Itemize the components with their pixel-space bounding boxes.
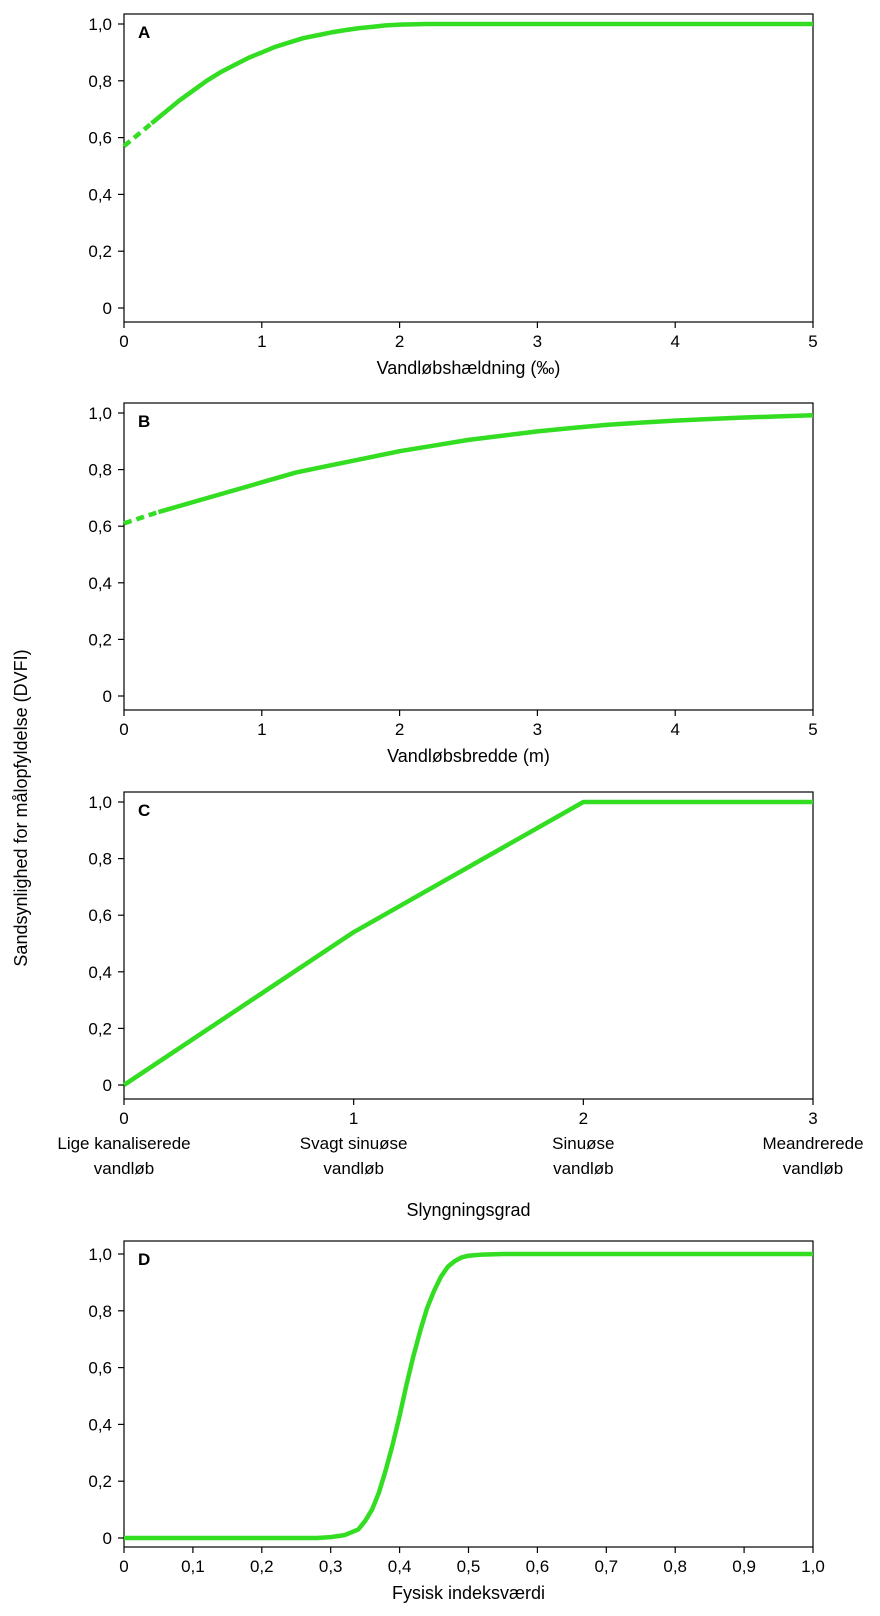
panel-d-xtick-label: 0,3 xyxy=(319,1557,343,1576)
panel-c-category-label: vandløb xyxy=(553,1159,613,1178)
panel-d-frame xyxy=(123,1240,814,1548)
panel-b-ytick-label: 0,4 xyxy=(88,574,112,593)
panel-c-category-label: vandløb xyxy=(783,1159,843,1178)
panel-c-category-label: vandløb xyxy=(323,1159,383,1178)
panel-a-ytick-label: 0,2 xyxy=(88,242,112,261)
panel-c-category-label: Meandrerede xyxy=(762,1134,863,1153)
panel-d-xtick-label: 0,7 xyxy=(594,1557,618,1576)
panel-b-xtick-label: 2 xyxy=(395,720,404,739)
panel-a-label: A xyxy=(138,23,150,42)
panel-b-xtick-label: 0 xyxy=(119,720,128,739)
panel-d-xtick-label: 0,5 xyxy=(457,1557,481,1576)
panel-d-xtick-label: 0 xyxy=(119,1557,128,1576)
panel-b-xtick-label: 1 xyxy=(257,720,266,739)
panel-c-label: C xyxy=(138,801,150,820)
panel-a-ytick-label: 1,0 xyxy=(88,15,112,34)
panel-a-ytick-label: 0,6 xyxy=(88,129,112,148)
panel-b-xtick-label: 4 xyxy=(670,720,679,739)
panel-d-ytick-label: 0,6 xyxy=(88,1359,112,1378)
panel-c-x-axis-label: Slyngningsgrad xyxy=(406,1200,530,1220)
panel-c-xtick-label: 0 xyxy=(119,1109,128,1128)
panel-b-ytick-label: 0,6 xyxy=(88,517,112,536)
panel-a-series-line xyxy=(150,21,813,126)
panel-b-series-line-dashed xyxy=(123,509,160,526)
panel-d-x-axis-label: Fysisk indeksværdi xyxy=(392,1583,545,1603)
panel-c-series-line xyxy=(122,799,813,1087)
panel-b-frame xyxy=(123,402,814,711)
panel-d-xtick-label: 0,2 xyxy=(250,1557,274,1576)
panel-a-ytick-label: 0 xyxy=(103,299,112,318)
panel-b-ytick-label: 1,0 xyxy=(88,404,112,423)
panel-b-xtick-label: 5 xyxy=(808,720,817,739)
panel-a-xtick-label: 3 xyxy=(533,332,542,351)
panel-d-xtick-label: 1,0 xyxy=(801,1557,825,1576)
panel-c-frame xyxy=(123,791,814,1100)
panel-c-xtick-label: 2 xyxy=(579,1109,588,1128)
panel-c-category-label: Svagt sinuøse xyxy=(300,1134,408,1153)
panel-d-xtick-label: 0,4 xyxy=(388,1557,412,1576)
panel-d-series-line xyxy=(124,1251,813,1541)
panel-d-ytick-label: 0,4 xyxy=(88,1415,112,1434)
panel-d-label: D xyxy=(138,1250,150,1269)
panel-a-xtick-label: 4 xyxy=(670,332,679,351)
panel-a-xtick-label: 1 xyxy=(257,332,266,351)
shared-y-axis-label: Sandsynlighed for målopfyldelse (DVFI) xyxy=(11,649,31,966)
panel-a-x-axis-label: Vandløbshældning (‰) xyxy=(377,358,561,378)
panel-a-xtick-label: 5 xyxy=(808,332,817,351)
panel-b-ytick-label: 0,8 xyxy=(88,461,112,480)
panel-b-xtick-label: 3 xyxy=(533,720,542,739)
panel-b-ytick-label: 0 xyxy=(103,687,112,706)
panel-c-category-label: vandløb xyxy=(94,1159,154,1178)
panel-c-category-label: Sinuøse xyxy=(552,1134,614,1153)
panel-c-xtick-label: 1 xyxy=(349,1109,358,1128)
panel-c-xtick-label: 3 xyxy=(808,1109,817,1128)
panel-b-ytick-label: 0,2 xyxy=(88,630,112,649)
panel-d-xtick-label: 0,9 xyxy=(732,1557,756,1576)
panel-d-xtick-label: 0,1 xyxy=(181,1557,205,1576)
panel-b-series-line xyxy=(157,413,814,515)
panel-c-ytick-label: 0 xyxy=(103,1076,112,1095)
panel-d-xtick-label: 0,8 xyxy=(663,1557,687,1576)
panel-c-category-label: Lige kanaliserede xyxy=(57,1134,190,1153)
panel-a-xtick-label: 0 xyxy=(119,332,128,351)
panel-a-ytick-label: 0,4 xyxy=(88,185,112,204)
panel-b-label: B xyxy=(138,412,150,431)
panel-c-ytick-label: 0,8 xyxy=(88,850,112,869)
panel-c-ytick-label: 0,4 xyxy=(88,963,112,982)
panel-d-ytick-label: 0 xyxy=(103,1529,112,1548)
panel-a-frame xyxy=(123,13,814,323)
panel-a-xtick-label: 2 xyxy=(395,332,404,351)
panel-b-x-axis-label: Vandløbsbredde (m) xyxy=(387,746,550,766)
panel-d-ytick-label: 0,8 xyxy=(88,1302,112,1321)
panel-c-ytick-label: 1,0 xyxy=(88,793,112,812)
panel-a-ytick-label: 0,8 xyxy=(88,72,112,91)
panel-a-series-line-dashed xyxy=(122,121,153,148)
panel-d-ytick-label: 1,0 xyxy=(88,1245,112,1264)
panel-d-ytick-label: 0,2 xyxy=(88,1472,112,1491)
panel-c-ytick-label: 0,6 xyxy=(88,906,112,925)
panel-d-xtick-label: 0,6 xyxy=(526,1557,550,1576)
panel-c-ytick-label: 0,2 xyxy=(88,1019,112,1038)
